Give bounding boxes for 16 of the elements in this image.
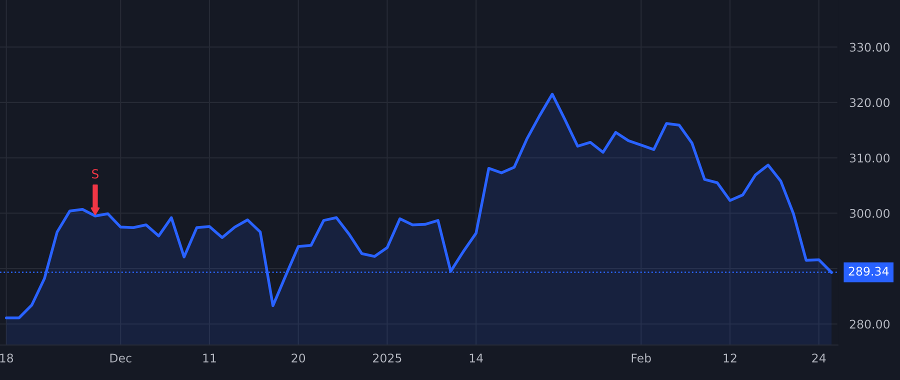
y-tick-label: 310.00	[850, 154, 890, 162]
x-tick-label: Dec	[110, 354, 132, 363]
x-tick-label: 24	[812, 354, 826, 362]
x-tick-label: 14	[470, 354, 483, 362]
y-tick-label: 280.00	[850, 320, 890, 329]
x-tick-label: 18	[0, 354, 14, 363]
x-tick-label: 2025	[373, 354, 402, 363]
ref-line-label: 289.34	[848, 266, 889, 276]
x-tick-label: Feb	[632, 353, 651, 363]
x-tick-label: 11	[203, 354, 216, 362]
annotation: S	[92, 169, 98, 179]
x-tick-label: 20	[292, 354, 306, 363]
x-tick-label: 12	[724, 354, 736, 362]
y-tick-label: 300.00	[850, 208, 890, 218]
y-tick-label: 320.00	[850, 98, 890, 108]
y-tick-label: 330.00	[850, 42, 890, 52]
